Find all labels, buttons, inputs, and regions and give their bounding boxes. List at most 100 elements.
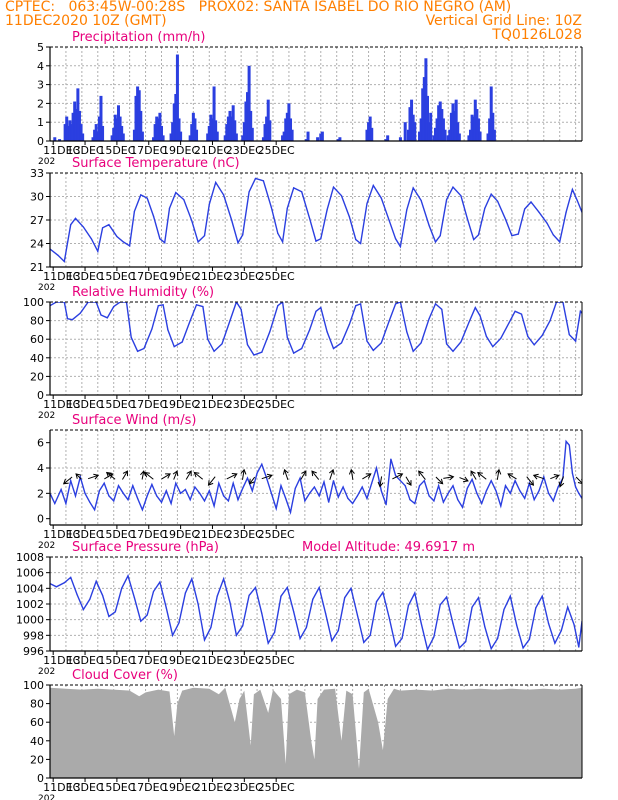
- precip-bar: [250, 127, 254, 141]
- y-tick-label: 0: [37, 135, 44, 148]
- precip-bar: [225, 124, 229, 141]
- precip-bar: [153, 124, 157, 141]
- x-tick-label: 15DEC: [98, 654, 135, 667]
- series-point: [309, 329, 311, 331]
- series-point: [388, 220, 390, 222]
- y-tick-label: 2: [37, 487, 44, 500]
- series-point: [246, 344, 249, 346]
- series-point: [490, 648, 492, 650]
- y-tick-label: 40: [30, 352, 44, 365]
- wind-vector-head: [577, 478, 582, 485]
- precip-bar: [91, 137, 95, 141]
- precip-bar: [424, 58, 428, 141]
- panel-3: 0 20 40 60 80 100 11DEC13DEC15DEC17DEC19DEC21D…: [23, 285, 583, 421]
- series-point: [267, 642, 269, 644]
- series-point: [372, 349, 374, 351]
- series-point: [213, 505, 215, 507]
- series-point: [286, 207, 288, 209]
- series-point: [221, 343, 223, 345]
- y-tick-label: 1006: [16, 567, 44, 580]
- series-point: [133, 210, 136, 212]
- precip-bar: [132, 129, 136, 141]
- y-tick-label: 21: [30, 261, 44, 274]
- series-point: [113, 500, 115, 502]
- precip-bar: [421, 88, 425, 141]
- series-point: [332, 186, 335, 188]
- precip-bar: [336, 139, 340, 141]
- precip-bar: [249, 110, 253, 141]
- series-point: [165, 490, 167, 492]
- precip-bar: [161, 135, 165, 141]
- series-point: [254, 177, 257, 180]
- series-point: [434, 241, 437, 243]
- series-point: [337, 630, 339, 632]
- series-point: [508, 322, 510, 324]
- precip-bar: [188, 135, 192, 141]
- precip-bar: [79, 124, 83, 141]
- series-point: [340, 195, 343, 197]
- precip-bar: [472, 116, 476, 141]
- series-point: [552, 234, 554, 236]
- series-point: [127, 499, 129, 501]
- wind-vector: [241, 469, 245, 480]
- precip-bar: [263, 124, 267, 141]
- wind-vector-head: [507, 473, 514, 479]
- wind-vector-head: [93, 473, 100, 480]
- wind-vector-head: [418, 470, 424, 477]
- series-point: [460, 341, 462, 343]
- header-station: CPTEC: 063:45W-00:28S PROX02: SANTA ISAB…: [5, 0, 512, 15]
- series-point: [477, 234, 480, 236]
- series-point: [407, 604, 409, 607]
- precip-bar: [169, 133, 173, 141]
- series-point: [98, 490, 100, 492]
- precip-bar: [212, 86, 216, 141]
- wind-vector: [470, 470, 477, 480]
- series-point: [203, 639, 206, 641]
- series-point: [89, 501, 91, 503]
- series-point: [446, 199, 448, 201]
- wind-vector: [459, 477, 469, 482]
- precip-bar: [247, 65, 251, 141]
- series-point: [576, 199, 578, 202]
- series-point: [348, 216, 351, 218]
- precip-bar: [456, 122, 460, 141]
- wind-vector: [533, 474, 545, 480]
- series-point: [301, 347, 303, 350]
- series-point: [180, 492, 182, 494]
- series-point: [452, 186, 454, 188]
- series-point: [522, 647, 524, 649]
- precip-bar: [231, 105, 235, 141]
- y-tick-label: 998: [23, 629, 44, 642]
- precip-bar: [171, 122, 175, 141]
- wind-vector-head: [240, 468, 247, 475]
- precip-bar: [290, 129, 294, 141]
- series-point: [203, 235, 206, 237]
- series-point: [229, 601, 231, 604]
- precip-bar: [406, 129, 410, 141]
- series-point: [101, 227, 104, 229]
- series-point: [60, 488, 62, 491]
- series-point: [492, 346, 494, 348]
- series-point: [504, 218, 507, 220]
- precip-bar: [491, 112, 495, 141]
- series-point: [527, 335, 529, 338]
- wind-vector-head: [282, 468, 289, 475]
- precip-bar: [488, 118, 492, 141]
- series-point: [352, 502, 354, 505]
- series-point: [490, 480, 492, 482]
- precip-bar: [99, 95, 103, 141]
- panel-1: 0 1 2 3 4 5 11DEC13DEC15DEC17DEC19DEC21DEC23DE…: [37, 30, 583, 167]
- series-point: [565, 440, 567, 442]
- series-point: [235, 634, 237, 636]
- series-point: [285, 497, 287, 499]
- series-point: [320, 306, 322, 309]
- precip-bar: [403, 122, 407, 141]
- series-point: [356, 614, 359, 616]
- series-point: [146, 197, 148, 199]
- series-point: [446, 343, 448, 345]
- precip-bar: [451, 103, 455, 141]
- series-point: [340, 342, 343, 344]
- wind-vector: [75, 473, 82, 480]
- x-tick-label: 17DEC: [130, 270, 167, 283]
- x-tick-label: 15DEC: [98, 781, 135, 794]
